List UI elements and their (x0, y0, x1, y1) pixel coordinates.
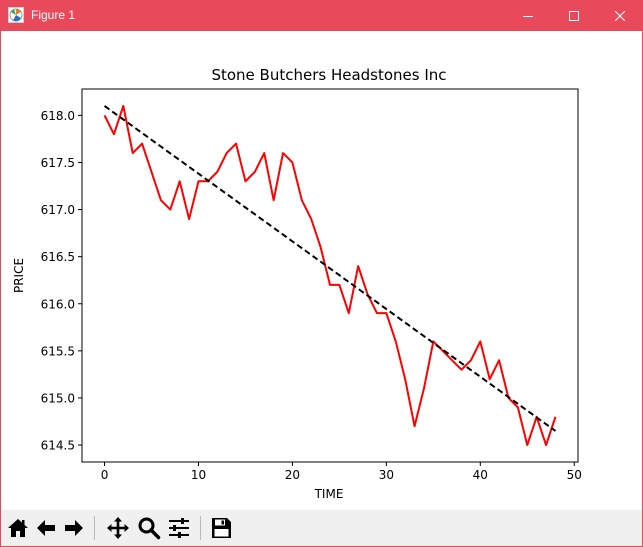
arrow-left-icon (37, 520, 55, 536)
toolbar-separator (200, 516, 201, 540)
configure-subplots-button[interactable] (165, 514, 193, 542)
matplotlib-icon (8, 7, 24, 23)
close-button[interactable] (597, 0, 643, 31)
y-tick-label: 616.5 (41, 250, 75, 264)
move-icon (107, 517, 129, 539)
window-title: Figure 1 (31, 8, 76, 22)
x-tick-label: 0 (101, 468, 109, 482)
forward-button[interactable] (60, 514, 88, 542)
y-axis-label: PRICE (12, 258, 26, 293)
arrow-right-icon (65, 520, 83, 536)
sliders-icon (169, 518, 189, 538)
plot-area (81, 88, 579, 463)
close-icon (615, 10, 625, 21)
minimize-icon (523, 15, 533, 17)
x-tick-label: 40 (473, 468, 488, 482)
y-tick-label: 614.5 (41, 439, 75, 453)
line-chart[interactable]: Stone Butchers Headstones Inc 0 10 20 30 40 5… (0, 31, 643, 510)
chart-title: Stone Butchers Headstones Inc (211, 66, 446, 84)
x-tick-label: 30 (379, 468, 394, 482)
y-tick-label: 615.5 (41, 344, 75, 358)
x-tick-label: 10 (191, 468, 206, 482)
x-tick-label: 20 (285, 468, 300, 482)
trend-line (103, 105, 557, 432)
y-tick-label: 617.0 (41, 203, 75, 217)
zoom-button[interactable] (135, 514, 163, 542)
home-button[interactable] (4, 514, 32, 542)
toolbar-separator (94, 516, 95, 540)
y-tick-label: 616.0 (41, 297, 75, 311)
x-axis-label: TIME (314, 487, 344, 501)
y-tick-label: 618.0 (41, 109, 75, 123)
y-tick-label: 617.5 (41, 156, 75, 170)
magnifier-icon (138, 517, 161, 540)
back-button[interactable] (32, 514, 60, 542)
pan-button[interactable] (104, 514, 132, 542)
floppy-disk-icon (212, 518, 231, 538)
x-tick-label: 50 (567, 468, 582, 482)
save-button[interactable] (207, 514, 235, 542)
navigation-toolbar (1, 510, 642, 546)
price-series-line (103, 104, 557, 447)
maximize-icon (569, 10, 579, 21)
home-icon (8, 519, 28, 537)
minimize-button[interactable] (505, 0, 551, 31)
maximize-button[interactable] (551, 0, 597, 31)
y-tick-label: 615.0 (41, 391, 75, 405)
window-titlebar: Figure 1 (0, 0, 643, 31)
